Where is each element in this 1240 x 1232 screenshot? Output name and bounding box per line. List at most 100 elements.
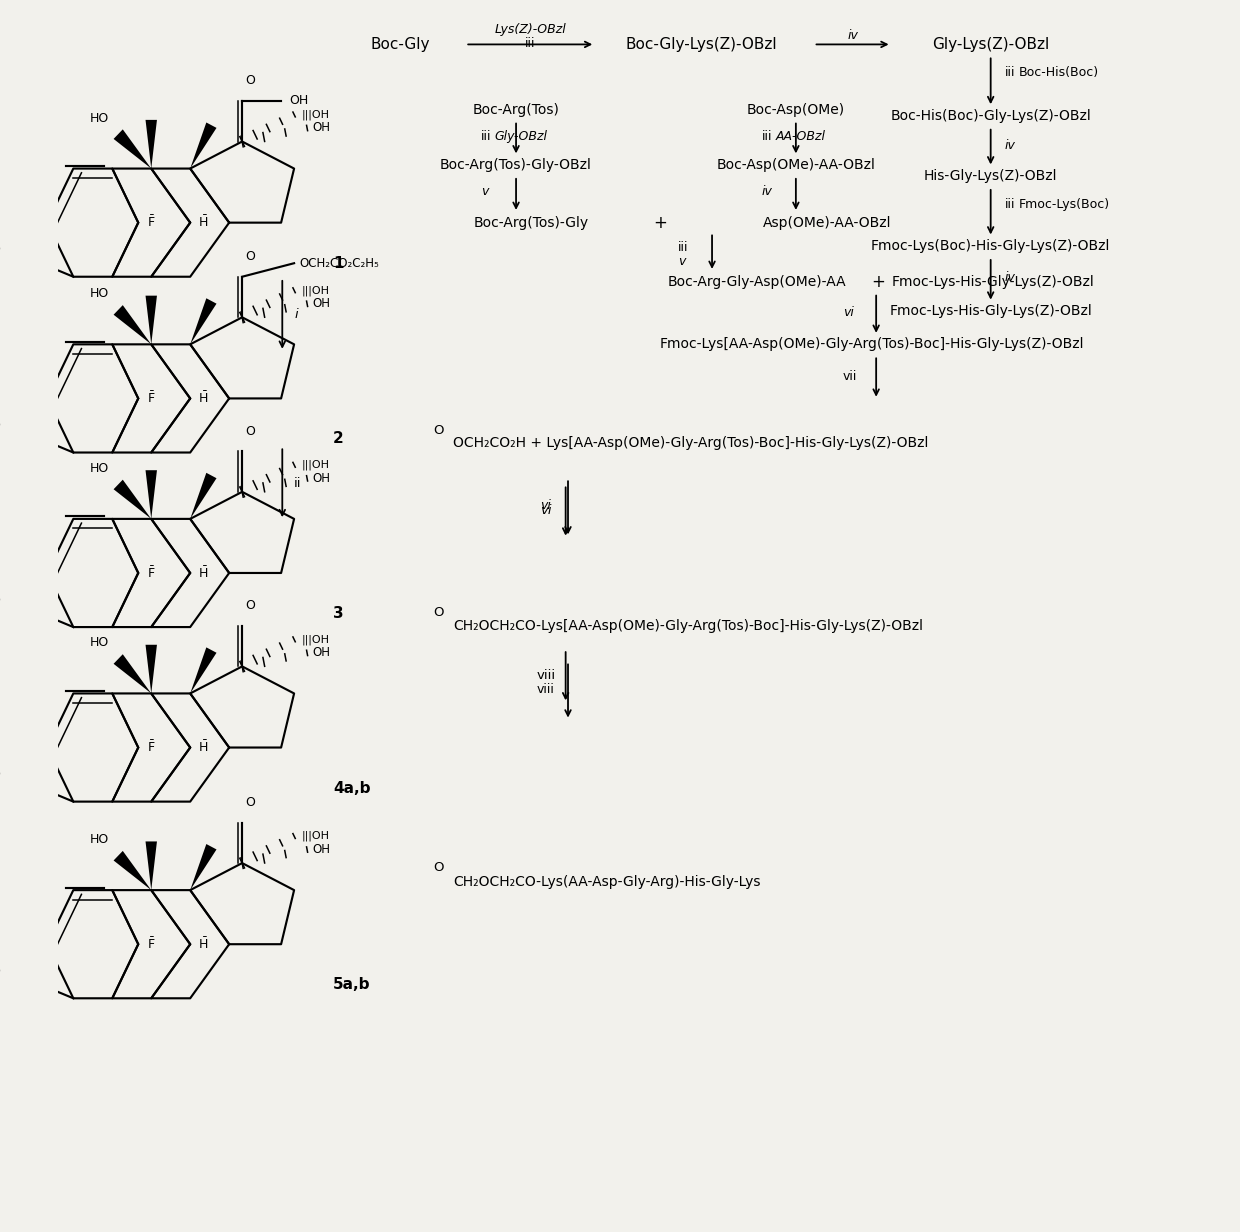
- Text: iv: iv: [1004, 271, 1016, 285]
- Text: viii: viii: [536, 669, 556, 681]
- Text: OCH₂CO₂H + Lys[AA-Asp(OMe)-Gly-Arg(Tos)-Boc]-His-Gly-Lys(Z)-OBzl: OCH₂CO₂H + Lys[AA-Asp(OMe)-Gly-Arg(Tos)-…: [454, 436, 929, 450]
- Text: HO: HO: [89, 833, 109, 846]
- Polygon shape: [145, 644, 157, 694]
- Text: iii: iii: [678, 240, 688, 254]
- Text: $\bar{\mathrm{H}}$: $\bar{\mathrm{H}}$: [198, 936, 208, 952]
- Text: Fmoc-Lys-His-Gly-Lys(Z)-OBzl: Fmoc-Lys-His-Gly-Lys(Z)-OBzl: [889, 304, 1092, 318]
- Polygon shape: [190, 122, 217, 169]
- Text: Fmoc-Lys(Boc)-His-Gly-Lys(Z)-OBzl: Fmoc-Lys(Boc)-His-Gly-Lys(Z)-OBzl: [870, 239, 1110, 253]
- Text: +: +: [653, 213, 667, 232]
- Text: Boc-His(Boc)-Gly-Lys(Z)-OBzl: Boc-His(Boc)-Gly-Lys(Z)-OBzl: [890, 108, 1091, 123]
- Text: 4a,b: 4a,b: [334, 781, 371, 796]
- Text: HO: HO: [89, 637, 109, 649]
- Text: iv: iv: [1004, 139, 1016, 152]
- Polygon shape: [114, 306, 151, 344]
- Polygon shape: [190, 298, 217, 344]
- Text: O: O: [433, 861, 444, 875]
- Text: v: v: [678, 255, 686, 269]
- Polygon shape: [190, 844, 217, 890]
- Text: Fmoc-Lys[AA-Asp(OMe)-Gly-Arg(Tos)-Boc]-His-Gly-Lys(Z)-OBzl: Fmoc-Lys[AA-Asp(OMe)-Gly-Arg(Tos)-Boc]-H…: [660, 338, 1085, 351]
- Text: O: O: [246, 796, 255, 809]
- Text: |||OH: |||OH: [301, 634, 330, 644]
- Polygon shape: [114, 654, 151, 694]
- Text: $\bar{\mathrm{F}}$: $\bar{\mathrm{F}}$: [148, 565, 155, 580]
- Polygon shape: [145, 841, 157, 890]
- Text: CH₂OCH₂CO-Lys[AA-Asp(OMe)-Gly-Arg(Tos)-Boc]-His-Gly-Lys(Z)-OBzl: CH₂OCH₂CO-Lys[AA-Asp(OMe)-Gly-Arg(Tos)-B…: [454, 618, 924, 633]
- Text: 2: 2: [334, 431, 343, 446]
- Text: AA-OBzl: AA-OBzl: [776, 131, 826, 143]
- Text: OH: OH: [312, 297, 330, 310]
- Text: HO: HO: [89, 462, 109, 474]
- Text: $\bar{\mathrm{F}}$: $\bar{\mathrm{F}}$: [148, 739, 155, 755]
- Text: i: i: [294, 308, 298, 322]
- Text: Gly-OBzl: Gly-OBzl: [495, 131, 548, 143]
- Polygon shape: [145, 296, 157, 344]
- Text: |||OH: |||OH: [301, 460, 330, 471]
- Text: $\bar{\mathrm{F}}$: $\bar{\mathrm{F}}$: [148, 214, 155, 230]
- Text: |||OH: |||OH: [301, 110, 330, 120]
- Text: Boc-Asp(OMe): Boc-Asp(OMe): [746, 102, 844, 117]
- Text: $\bar{\mathrm{F}}$: $\bar{\mathrm{F}}$: [148, 936, 155, 952]
- Text: v: v: [481, 186, 489, 198]
- Text: vi: vi: [539, 504, 551, 516]
- Text: Boc-Arg(Tos)-Gly: Boc-Arg(Tos)-Gly: [474, 216, 589, 229]
- Text: |||OH: |||OH: [301, 830, 330, 841]
- Text: iii: iii: [1004, 197, 1016, 211]
- Text: iii: iii: [481, 131, 491, 143]
- Text: Boc-Arg(Tos): Boc-Arg(Tos): [472, 102, 559, 117]
- Text: HO: HO: [89, 112, 109, 124]
- Text: His-Gly-Lys(Z)-OBzl: His-Gly-Lys(Z)-OBzl: [924, 169, 1058, 182]
- Text: OH: OH: [289, 95, 309, 107]
- Polygon shape: [114, 851, 151, 890]
- Text: Boc-Arg(Tos)-Gly-OBzl: Boc-Arg(Tos)-Gly-OBzl: [440, 158, 591, 172]
- Text: |||OH: |||OH: [301, 285, 330, 296]
- Text: Boc-Arg-Gly-Asp(OMe)-AA: Boc-Arg-Gly-Asp(OMe)-AA: [667, 275, 846, 288]
- Text: Fmoc-Lys(Boc): Fmoc-Lys(Boc): [1019, 197, 1110, 211]
- Polygon shape: [190, 647, 217, 694]
- Text: O: O: [246, 74, 255, 87]
- Text: Boc-Gly: Boc-Gly: [371, 37, 430, 52]
- Text: 3: 3: [334, 606, 343, 621]
- Polygon shape: [145, 471, 157, 519]
- Text: O: O: [433, 424, 444, 437]
- Text: Gly-Lys(Z)-OBzl: Gly-Lys(Z)-OBzl: [932, 37, 1049, 52]
- Text: iv: iv: [847, 30, 858, 42]
- Text: Boc-Asp(OMe)-AA-OBzl: Boc-Asp(OMe)-AA-OBzl: [717, 158, 875, 172]
- Text: OH: OH: [312, 647, 330, 659]
- Text: OH: OH: [312, 843, 330, 856]
- Text: $\bar{\mathrm{H}}$: $\bar{\mathrm{H}}$: [198, 214, 208, 230]
- Text: CH₂OCH₂CO-Lys(AA-Asp-Gly-Arg)-His-Gly-Lys: CH₂OCH₂CO-Lys(AA-Asp-Gly-Arg)-His-Gly-Ly…: [454, 875, 761, 888]
- Text: O: O: [246, 425, 255, 437]
- Text: 1: 1: [334, 256, 343, 271]
- Polygon shape: [190, 473, 217, 519]
- Text: vii: vii: [843, 370, 858, 383]
- Text: Asp(OMe)-AA-OBzl: Asp(OMe)-AA-OBzl: [763, 216, 892, 229]
- Text: viii: viii: [536, 684, 554, 696]
- Text: $\bar{\mathrm{H}}$: $\bar{\mathrm{H}}$: [198, 565, 208, 580]
- Text: iv: iv: [761, 186, 773, 198]
- Text: OH: OH: [312, 122, 330, 134]
- Text: vi: vi: [539, 499, 551, 511]
- Polygon shape: [114, 129, 151, 169]
- Text: HO: HO: [89, 287, 109, 301]
- Text: Fmoc-Lys-His-Gly-Lys(Z)-OBzl: Fmoc-Lys-His-Gly-Lys(Z)-OBzl: [892, 275, 1094, 288]
- Text: iii: iii: [525, 37, 536, 49]
- Text: OH: OH: [312, 472, 330, 485]
- Text: $\bar{\mathrm{F}}$: $\bar{\mathrm{F}}$: [148, 391, 155, 407]
- Text: $\bar{\mathrm{H}}$: $\bar{\mathrm{H}}$: [198, 391, 208, 407]
- Text: 5a,b: 5a,b: [334, 977, 371, 992]
- Text: Boc-His(Boc): Boc-His(Boc): [1019, 67, 1099, 79]
- Text: ii: ii: [294, 477, 301, 490]
- Polygon shape: [145, 120, 157, 169]
- Text: Lys(Z)-OBzl: Lys(Z)-OBzl: [495, 23, 567, 36]
- Text: +: +: [872, 272, 885, 291]
- Text: vi: vi: [843, 306, 854, 319]
- Text: OCH₂CO₂C₂H₅: OCH₂CO₂C₂H₅: [299, 256, 379, 270]
- Text: Boc-Gly-Lys(Z)-OBzl: Boc-Gly-Lys(Z)-OBzl: [626, 37, 777, 52]
- Text: iii: iii: [1004, 67, 1016, 79]
- Text: O: O: [433, 606, 444, 618]
- Polygon shape: [114, 479, 151, 519]
- Text: $\bar{\mathrm{H}}$: $\bar{\mathrm{H}}$: [198, 739, 208, 755]
- Text: iii: iii: [761, 131, 773, 143]
- Text: O: O: [246, 250, 255, 264]
